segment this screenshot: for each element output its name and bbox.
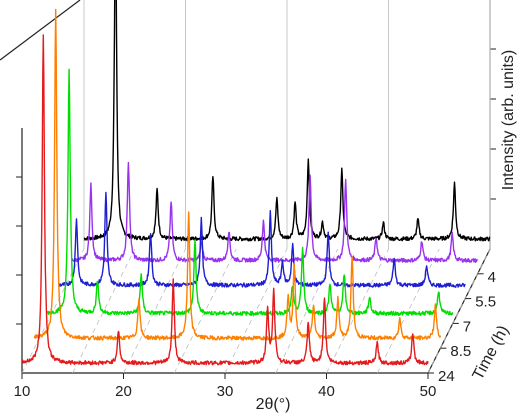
x-tick-label: 50	[420, 383, 437, 400]
tick-layer: 10 20 30 40 50 4 5.57 8.5 24	[14, 269, 496, 400]
z-tick-label: 7	[463, 318, 471, 335]
z-tick-label: 24	[438, 368, 455, 385]
right-z-axis	[427, 248, 491, 374]
z-tick-label: 5.5	[475, 294, 496, 311]
x-axis-title: 2θ(°)	[256, 396, 291, 413]
x-tick-label: 30	[217, 383, 234, 400]
series-line	[21, 34, 429, 366]
z-tick-label: 4	[488, 269, 496, 286]
x-tick-label: 20	[115, 383, 132, 400]
floor-guide-line	[173, 248, 237, 374]
series-line	[33, 8, 442, 341]
x-tick-label: 10	[14, 383, 31, 400]
series-line	[58, 191, 466, 288]
axes-frame	[0, 0, 496, 374]
back-wall-grid	[21, 0, 491, 374]
series-line	[46, 68, 454, 316]
top-depth-edge	[0, 0, 81, 61]
z-axis-title: Time (h)	[470, 323, 513, 383]
z-tick-label: 8.5	[450, 343, 471, 360]
series-line	[83, 0, 491, 242]
x-tick-label: 40	[318, 383, 335, 400]
series-layer	[21, 0, 491, 366]
y-axis-title: Intensity (arb. units)	[500, 50, 517, 191]
series-line	[70, 161, 478, 263]
